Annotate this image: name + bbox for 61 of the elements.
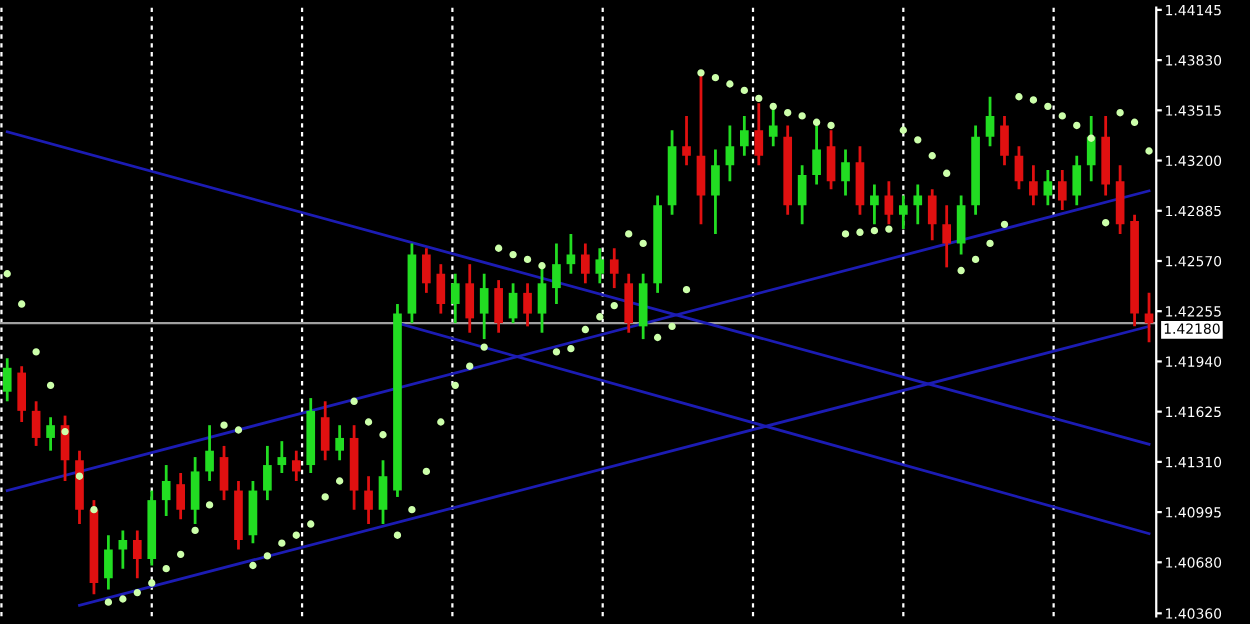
candlestick <box>855 144 865 217</box>
candlestick <box>740 114 749 158</box>
candlestick <box>436 262 446 315</box>
candlestick <box>638 272 648 341</box>
candlestick <box>537 262 547 335</box>
candlestick <box>609 246 619 290</box>
candlestick <box>552 242 561 306</box>
candlestick <box>60 414 70 483</box>
candlestick <box>1057 168 1067 212</box>
candlestick <box>725 124 735 183</box>
candlestick <box>508 281 518 325</box>
candlestick <box>132 529 142 580</box>
candlestick <box>422 246 431 295</box>
candlestick <box>913 183 923 226</box>
candlestick <box>956 194 966 256</box>
candlestick <box>248 479 258 545</box>
candlestick <box>595 246 605 285</box>
candlestick <box>898 194 908 231</box>
candlestick <box>768 104 778 148</box>
candlestick <box>494 278 503 335</box>
candlestick <box>277 439 287 475</box>
candlestick <box>1043 168 1053 207</box>
candlestick <box>1101 114 1110 198</box>
candlestick <box>711 147 720 236</box>
candlestick <box>841 147 850 198</box>
candlestick <box>581 242 590 285</box>
candlestick <box>870 183 879 226</box>
candlestick <box>118 529 128 571</box>
candlestick <box>884 179 894 226</box>
candlestick <box>320 399 330 462</box>
candlestick <box>450 272 460 325</box>
candlestick <box>1029 163 1038 207</box>
candlestick <box>104 533 113 591</box>
candlestick <box>17 364 27 424</box>
candlestick <box>176 471 185 521</box>
candlestick <box>335 423 344 462</box>
candlestick <box>378 458 388 526</box>
candlestick <box>479 272 489 341</box>
candlestick <box>263 444 272 502</box>
candlestick <box>190 455 200 526</box>
candlestick <box>1115 163 1125 236</box>
candlestick <box>985 95 995 148</box>
candlestick <box>797 163 807 226</box>
candlestick <box>624 272 634 335</box>
candlestick <box>696 71 706 226</box>
candlestick <box>1014 144 1024 191</box>
candlestick <box>682 114 691 167</box>
candlestick <box>1000 114 1009 167</box>
candlestick <box>465 262 475 335</box>
candlestick <box>31 399 41 448</box>
candlestick <box>523 281 532 328</box>
candlestick <box>46 415 55 453</box>
candlestick <box>927 187 937 242</box>
candlestick <box>2 356 12 403</box>
candlestick <box>1072 154 1082 207</box>
candlestick <box>219 444 229 502</box>
candlestick <box>205 423 214 483</box>
candlestick <box>161 463 171 518</box>
candlestick <box>291 449 301 483</box>
candlestick <box>364 474 373 526</box>
candlestick <box>942 203 952 269</box>
